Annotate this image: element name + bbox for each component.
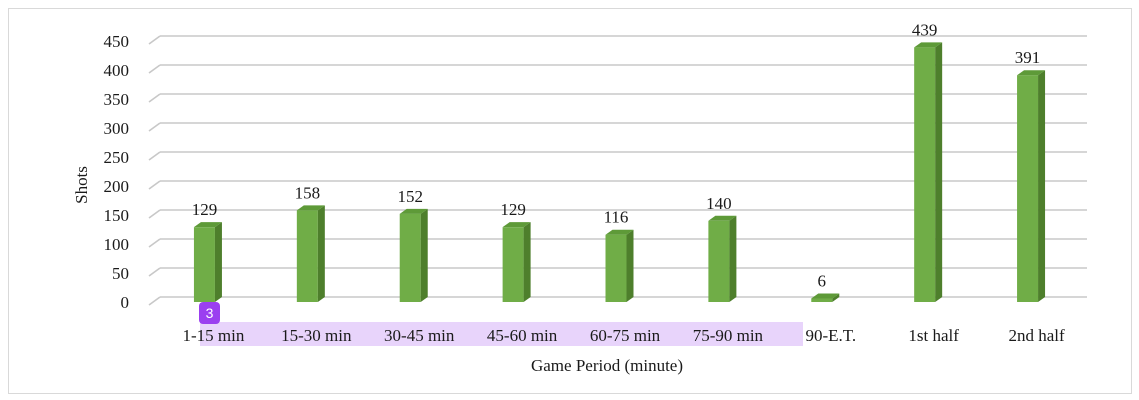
bar [914, 42, 943, 302]
x-category-label: 75-90 min [693, 326, 764, 345]
bar [1017, 70, 1046, 302]
data-label: 439 [912, 20, 938, 39]
bar-side [935, 42, 943, 302]
bar-top [605, 229, 634, 235]
y-tick-label: 100 [104, 235, 130, 254]
bar-side [729, 215, 737, 302]
bar-front [296, 210, 318, 302]
y-tick-label: 450 [104, 32, 130, 51]
y-tick-label: 250 [104, 148, 130, 167]
x-category-label: 1st half [908, 326, 959, 345]
bar-top [1017, 70, 1046, 76]
bar-front [605, 234, 627, 302]
y-tick-label: 300 [104, 119, 130, 138]
y-tick-label: 350 [104, 90, 130, 109]
x-category-label: 45-60 min [487, 326, 558, 345]
data-label: 116 [604, 208, 629, 227]
data-label: 158 [295, 183, 321, 202]
bar-top [914, 42, 943, 48]
data-label: 6 [818, 272, 827, 291]
bar-front [193, 227, 215, 302]
bar [502, 222, 531, 302]
data-label: 140 [706, 194, 732, 213]
x-category-label: 90-E.T. [805, 326, 856, 345]
bar-front [708, 220, 730, 302]
bars [193, 42, 1046, 302]
bar-front [914, 47, 936, 302]
y-axis-title: Shots [72, 166, 91, 204]
bar-side [832, 293, 840, 302]
x-category-label: 15-30 min [281, 326, 352, 345]
y-tick-label: 400 [104, 61, 130, 80]
bar-side [317, 205, 325, 302]
x-axis-title: Game Period (minute) [531, 356, 683, 375]
y-tick-label: 200 [104, 177, 130, 196]
bar-front [811, 298, 833, 302]
annotation-badge[interactable]: 3 [199, 302, 220, 324]
y-tick-label: 50 [112, 264, 129, 283]
bar-side [214, 222, 222, 302]
bar [296, 205, 325, 302]
bar-front [502, 227, 524, 302]
data-label: 129 [192, 200, 218, 219]
x-category-label: 2nd half [1008, 326, 1065, 345]
x-category-label: 30-45 min [384, 326, 455, 345]
y-tick-label: 0 [121, 293, 130, 312]
bar-top [811, 293, 840, 299]
bar-top [502, 222, 531, 228]
bar-front [399, 213, 421, 302]
bar [605, 229, 634, 302]
bar [708, 215, 737, 302]
bar-top [296, 205, 325, 211]
selection-highlight [200, 322, 803, 346]
bar [399, 208, 428, 302]
bar [811, 293, 840, 302]
bar-side [626, 229, 634, 302]
bar-side [523, 222, 531, 302]
x-category-label: 1-15 min [183, 326, 245, 345]
data-labels: 129 158 152 129 116 140 6 439 391 [192, 20, 1041, 290]
bar-top [399, 208, 428, 214]
y-axis-ticks: 0 50 100 150 200 250 300 350 400 450 [104, 32, 130, 312]
data-label: 391 [1015, 48, 1041, 67]
badge-number: 3 [206, 305, 214, 321]
bar-front [1017, 75, 1039, 302]
bar-side [420, 208, 428, 302]
chart-frame: 0 50 100 150 200 250 300 350 400 450 129 158 152 129… [8, 8, 1132, 394]
bar-side [1038, 70, 1046, 302]
bar [193, 222, 222, 302]
x-category-label: 60-75 min [590, 326, 661, 345]
data-label: 129 [500, 200, 526, 219]
x-axis-categories: 1-15 min 15-30 min 30-45 min 45-60 min 60-75… [183, 326, 1065, 345]
data-label: 152 [397, 187, 423, 206]
y-tick-label: 150 [104, 206, 130, 225]
bar-top [708, 215, 737, 221]
bar-top [193, 222, 222, 228]
